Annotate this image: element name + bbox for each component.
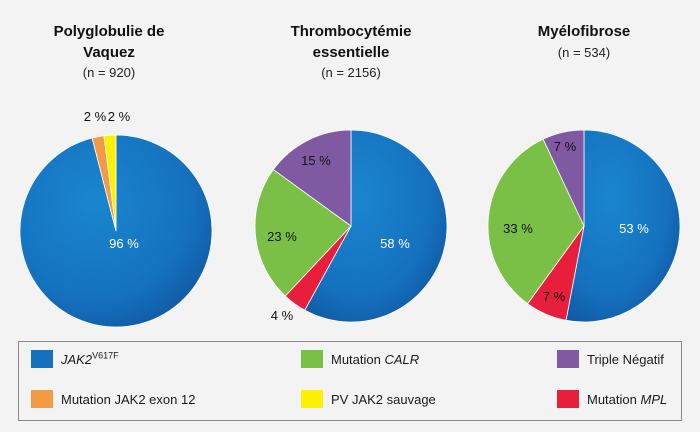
pie-chart-1: Polyglobulie de Vaquez (n = 920) 96 % 2 % 2 % [19, 23, 213, 328]
pie-label-jak2: 96 % [109, 236, 139, 251]
pie-label-exon12: 2 % [84, 109, 107, 124]
legend-item-calr: Mutation CALR [301, 349, 419, 369]
pie-slice-calr [487, 138, 585, 305]
pie-label-jak2: 58 % [380, 236, 410, 251]
legend-label-triple: Triple Négatif [587, 351, 664, 367]
pie-title: Polyglobulie de [54, 23, 165, 40]
legend-label-exon12: Mutation JAK2 exon 12 [61, 391, 196, 407]
legend-label-sauvage: PV JAK2 sauvage [331, 391, 436, 407]
pie-charts: Polyglobulie de Vaquez (n = 920) 96 % 2 % 2 %… [19, 23, 681, 328]
pie-chart-2: Thrombocytémie essentielle (n = 2156) 58 % 4… [254, 23, 448, 323]
pie-slice-jak2 [565, 129, 681, 323]
legend-item-sauvage: PV JAK2 sauvage [301, 389, 436, 409]
pie-subtitle: (n = 920) [83, 65, 135, 80]
legend-swatch-jak2 [31, 350, 53, 368]
legend-swatch-exon12 [31, 390, 53, 408]
legend-swatch-sauvage [301, 390, 323, 408]
pie-slice-triple [542, 129, 585, 227]
legend-swatch-triple [557, 350, 579, 368]
legend-swatch-calr [301, 350, 323, 368]
legend-label-mpl: Mutation MPL [587, 391, 668, 407]
legend-item-triple: Triple Négatif [557, 349, 664, 369]
pie-subtitle: (n = 2156) [321, 65, 381, 80]
pie-label-jak2: 53 % [619, 221, 649, 236]
pie-label-mpl: 7 % [543, 289, 566, 304]
pie-subtitle: (n = 534) [558, 45, 610, 60]
pie-title: Myélofibrose [538, 23, 631, 40]
pie-slice-sauvage [103, 134, 117, 232]
pie-label-triple: 15 % [301, 153, 331, 168]
legend-item-mpl: Mutation MPL [557, 389, 667, 409]
pie-title: Thrombocytémie [291, 23, 412, 40]
pie-label-calr: 33 % [503, 221, 533, 236]
pie-label-mpl: 4 % [271, 308, 294, 323]
legend-item-jak2: JAK2V617F [31, 349, 119, 369]
pie-slice-triple [272, 129, 352, 227]
legend-item-exon12: Mutation JAK2 exon 12 [31, 389, 195, 409]
pie-slice-jak2 [304, 129, 448, 323]
legend-swatch-mpl [557, 390, 579, 408]
pie-chart-3: Myélofibrose (n = 534) 53 % 7 % 33 % 7 % [487, 23, 681, 323]
pie-label-sauvage: 2 % [108, 109, 131, 124]
pie-title-line2: Vaquez [83, 44, 135, 61]
legend-label-calr: Mutation CALR [331, 351, 420, 367]
legend-label-jak2: JAK2V617F [61, 350, 119, 367]
pie-label-triple: 7 % [554, 139, 577, 154]
pie-title-line2: essentielle [313, 44, 390, 61]
pie-slice-calr [254, 169, 352, 297]
legend: JAK2V617F Mutation JAK2 exon 12 Mutation… [18, 341, 682, 421]
pie-label-calr: 23 % [267, 229, 297, 244]
